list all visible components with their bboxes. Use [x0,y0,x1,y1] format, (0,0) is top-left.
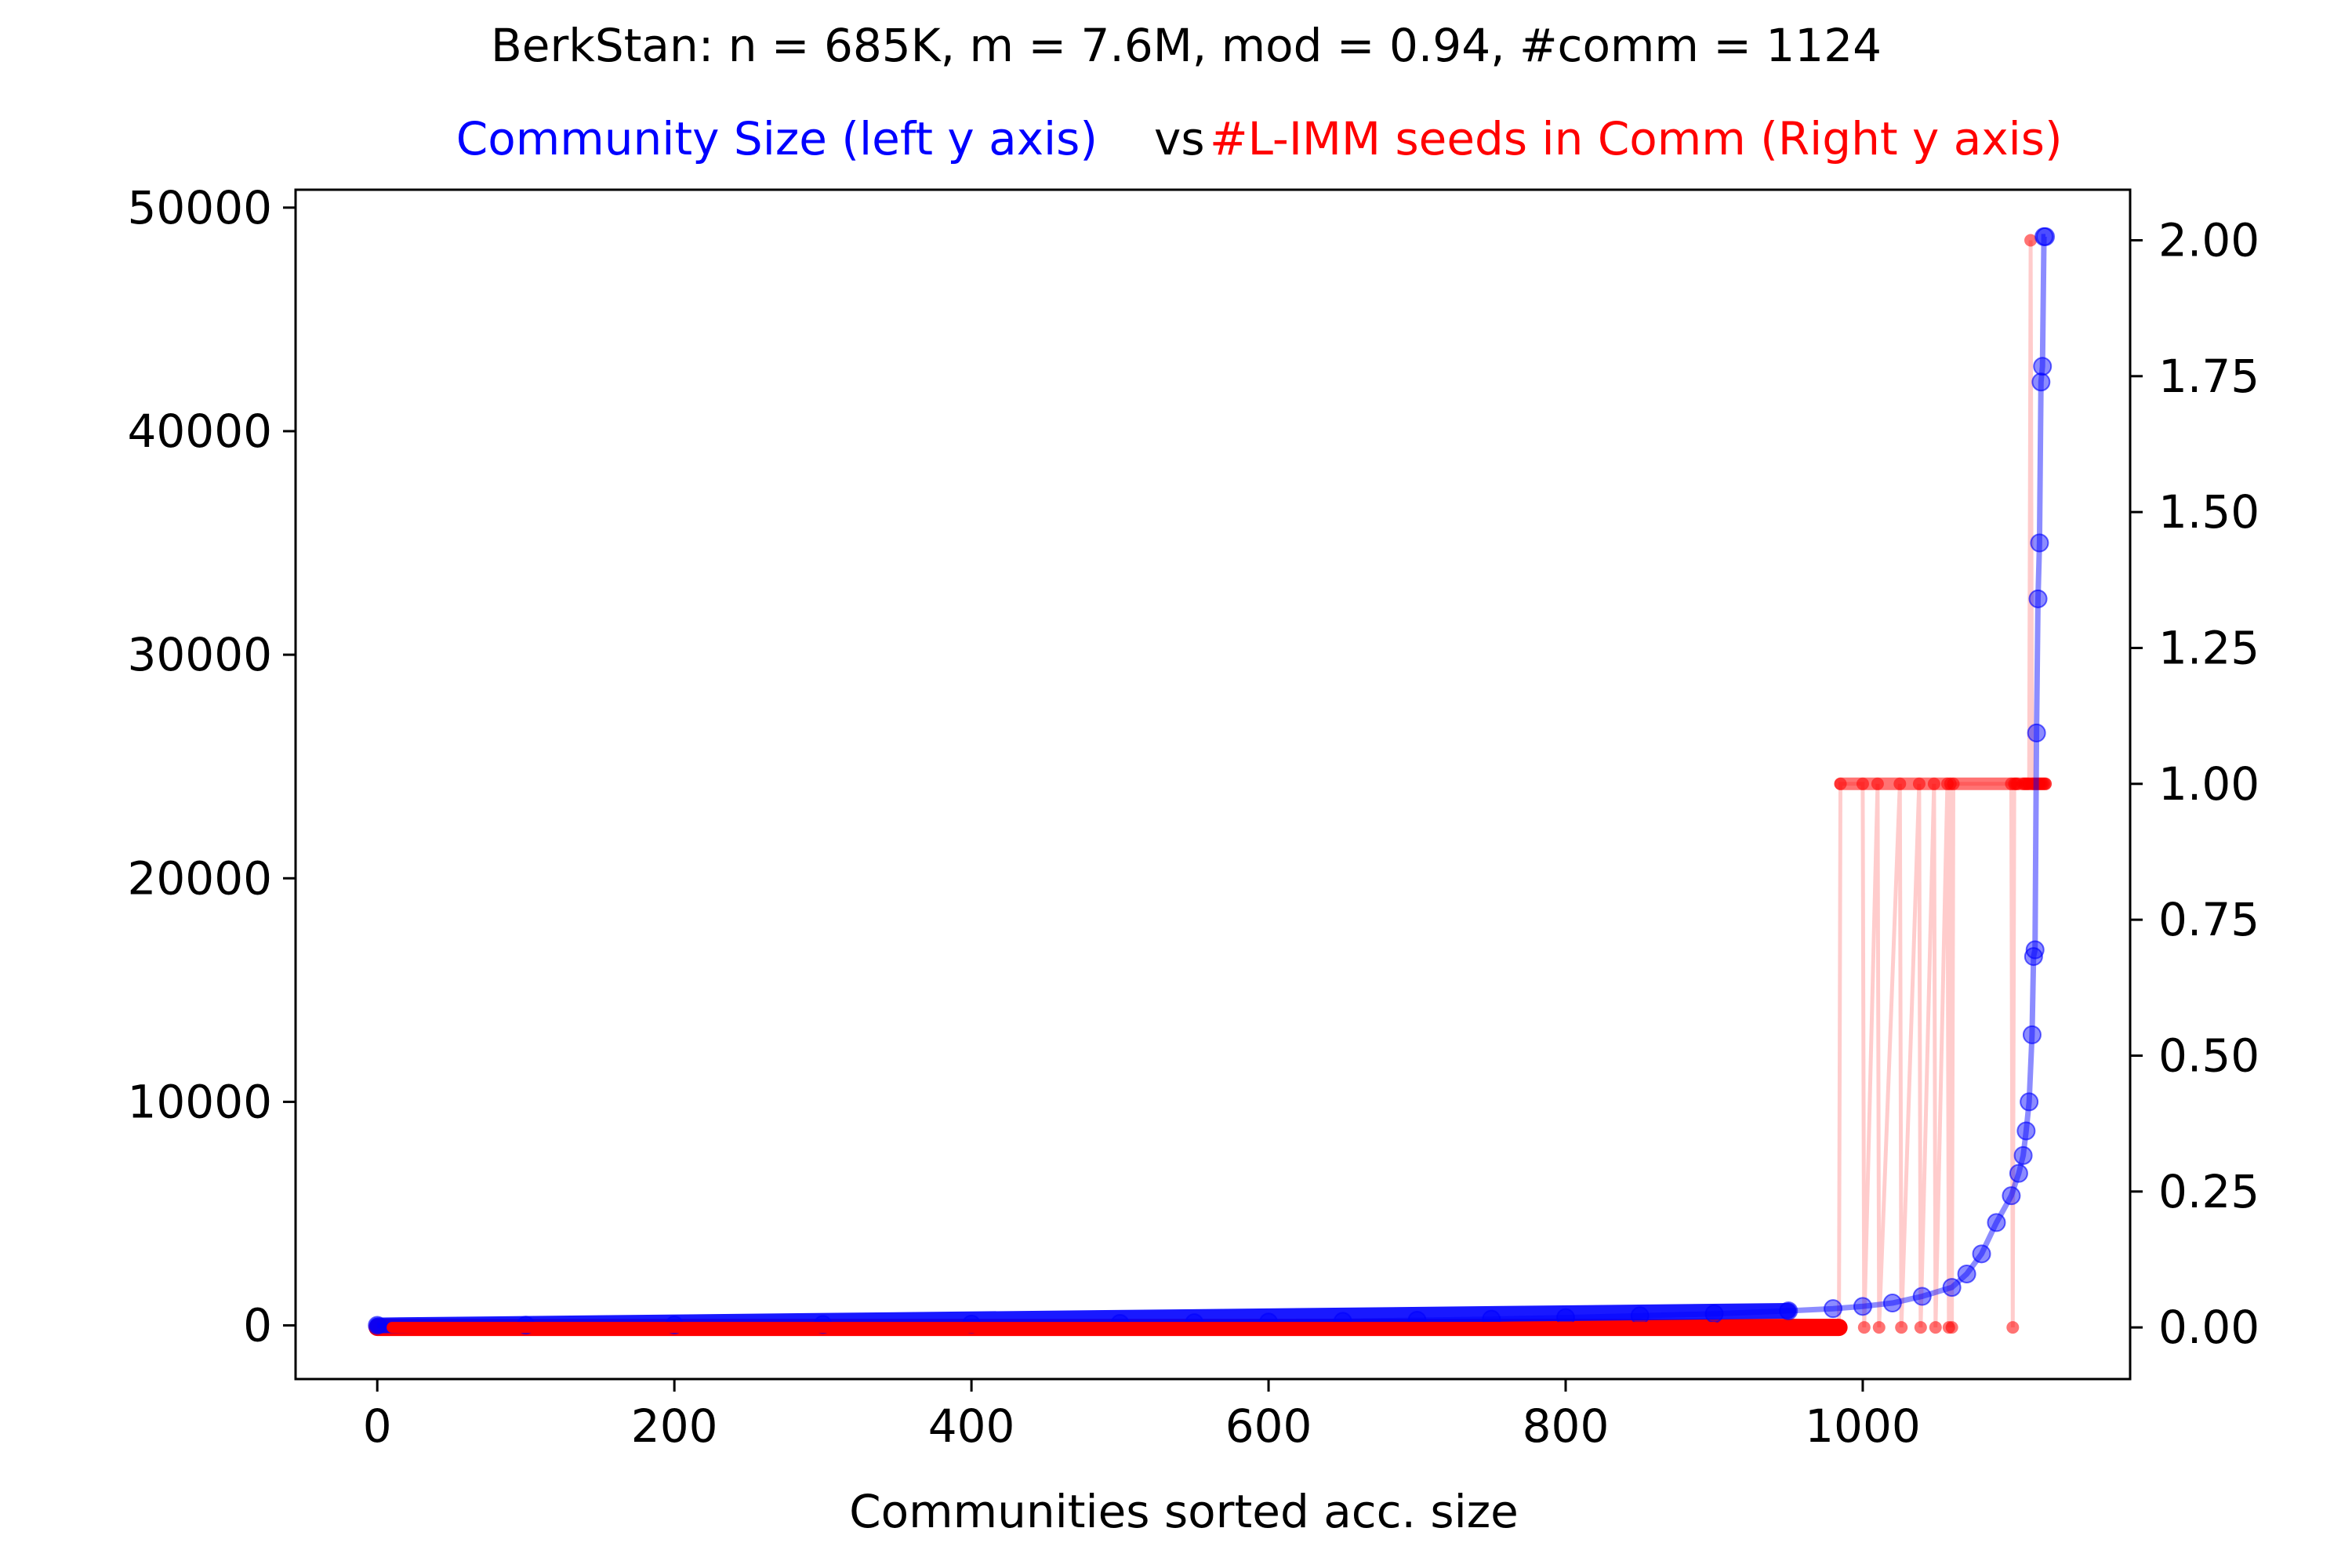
x-axis: 0 200 400 600 800 1000 [363,1379,1921,1453]
left-y-tick-label: 0 [243,1299,272,1352]
x-tick-label: 0 [363,1399,392,1453]
seeds-point [1914,1321,1927,1334]
left-y-axis: 0 10000 20000 30000 40000 50000 [127,181,296,1352]
right-y-tick-label: 0.50 [2158,1029,2259,1082]
size-point [2036,227,2055,246]
seeds-point [2006,1321,2020,1334]
subtitle-vs: vs [1154,112,1205,165]
size-point [2030,533,2049,553]
size-point [1957,1264,1976,1283]
size-point [1779,1301,1798,1321]
right-y-tick-label: 1.75 [2158,350,2259,403]
size-point [2033,357,2053,376]
right-y-tick-label: 0.75 [2158,893,2259,946]
seeds-series-line [377,240,2045,1330]
right-y-tick-label: 0.25 [2158,1165,2259,1218]
size-point [2020,1092,2039,1112]
size-point [368,1316,387,1335]
seeds-point [1947,777,1960,790]
left-y-tick-label: 30000 [127,628,272,681]
size-point [2024,947,2043,967]
right-y-tick-label: 2.00 [2158,213,2259,267]
seeds-point [1927,777,1940,790]
size-point [1942,1278,1962,1298]
left-y-tick-label: 40000 [127,405,272,458]
seeds-point [2039,777,2052,790]
size-point [1704,1304,1724,1323]
subtitle-right-series: #L-IMM seeds in Comm (Right y axis) [1210,112,2063,165]
size-point [2027,723,2046,742]
size-point [2025,940,2045,960]
left-y-tick-label: 50000 [127,181,272,234]
size-point [1630,1306,1650,1326]
seeds-point [1895,1321,1908,1334]
size-point [2002,1186,2021,1206]
seeds-point [1856,777,1869,790]
x-tick-label: 200 [631,1399,718,1453]
size-point [2022,1025,2042,1044]
x-tick-label: 800 [1523,1399,1610,1453]
size-point [1972,1244,1991,1264]
right-y-tick-label: 1.50 [2158,485,2259,539]
right-y-tick-label: 1.25 [2158,621,2259,674]
size-point [1824,1299,1843,1319]
size-point [2028,589,2048,608]
left-y-tick-label: 10000 [127,1075,272,1128]
seeds-point [1871,777,1884,790]
seeds-series [368,234,2052,1337]
x-tick-label: 1000 [1805,1399,1921,1453]
size-point [1912,1287,1932,1306]
size-point [2031,372,2051,392]
chart-title: BerkStan: n = 685K, m = 7.6M, mod = 0.94… [491,19,1882,72]
size-series-line [377,234,2047,1328]
seeds-point [1857,1321,1871,1334]
size-point [2016,1121,2036,1141]
size-point [2013,1145,2033,1165]
size-point [1987,1213,2006,1232]
right-y-tick-label: 1.00 [2158,757,2259,811]
seeds-point [1912,777,1926,790]
size-point [2009,1163,2028,1183]
size-point [1882,1294,1902,1313]
x-tick-label: 400 [928,1399,1015,1453]
size-point [1853,1297,1872,1316]
x-axis-label: Communities sorted acc. size [849,1485,1519,1538]
seeds-point [1893,777,1907,790]
right-y-axis: 0.00 0.25 0.50 0.75 1.00 1.25 1.50 1.75 2.00 [2130,213,2259,1354]
right-y-tick-label: 0.00 [2158,1301,2259,1354]
seeds-point [1872,1321,1886,1334]
left-y-tick-label: 20000 [127,851,272,905]
seeds-point [1945,1321,1958,1334]
seeds-point [1834,777,1847,790]
seeds-point [1929,1321,1942,1334]
seeds-point [1832,1321,1846,1334]
x-tick-label: 600 [1225,1399,1312,1453]
subtitle-left-series: Community Size (left y axis) [456,112,1098,165]
seeds-point [2024,234,2038,247]
size-series [368,227,2055,1335]
